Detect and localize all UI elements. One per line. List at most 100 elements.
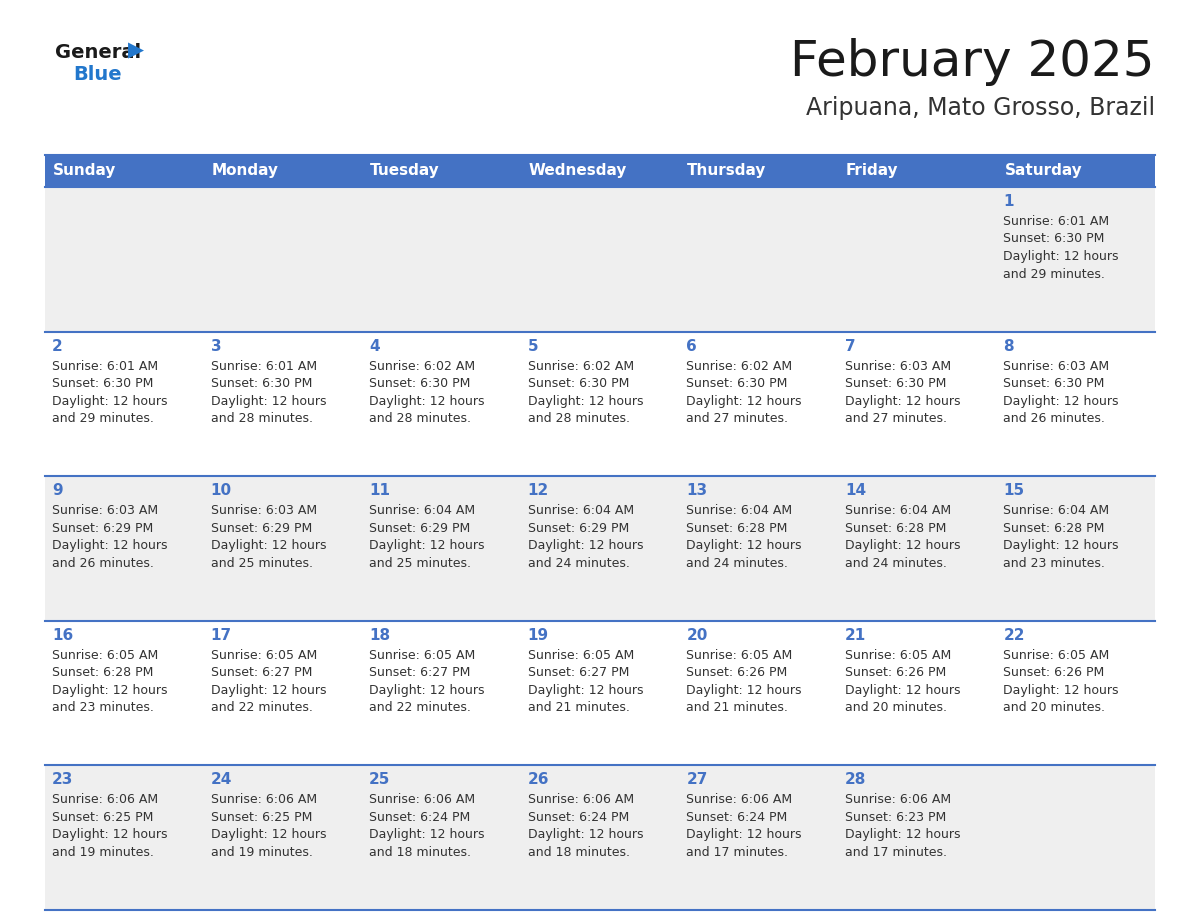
Text: and 25 minutes.: and 25 minutes. (369, 556, 472, 570)
Bar (838, 766, 997, 910)
Text: Daylight: 12 hours: Daylight: 12 hours (845, 684, 960, 697)
Text: 16: 16 (52, 628, 74, 643)
Text: Daylight: 12 hours: Daylight: 12 hours (687, 828, 802, 842)
Text: and 26 minutes.: and 26 minutes. (52, 556, 154, 570)
Bar (203, 331, 362, 476)
Text: Sunset: 6:30 PM: Sunset: 6:30 PM (369, 377, 470, 390)
Text: Sunset: 6:26 PM: Sunset: 6:26 PM (1004, 666, 1105, 679)
Bar (362, 766, 520, 910)
Text: and 25 minutes.: and 25 minutes. (210, 556, 312, 570)
Text: Daylight: 12 hours: Daylight: 12 hours (687, 684, 802, 697)
Text: Sunset: 6:28 PM: Sunset: 6:28 PM (52, 666, 153, 679)
Text: Sunrise: 6:01 AM: Sunrise: 6:01 AM (210, 360, 317, 373)
Text: 4: 4 (369, 339, 380, 353)
Bar (997, 476, 1155, 621)
Text: Sunrise: 6:05 AM: Sunrise: 6:05 AM (687, 649, 792, 662)
Text: 24: 24 (210, 772, 232, 788)
Text: Tuesday: Tuesday (371, 163, 440, 178)
Bar (362, 331, 520, 476)
Text: 27: 27 (687, 772, 708, 788)
Text: Sunrise: 6:05 AM: Sunrise: 6:05 AM (369, 649, 475, 662)
Text: Daylight: 12 hours: Daylight: 12 hours (527, 395, 643, 408)
Text: Daylight: 12 hours: Daylight: 12 hours (845, 828, 960, 842)
Text: and 22 minutes.: and 22 minutes. (210, 701, 312, 714)
Text: and 28 minutes.: and 28 minutes. (527, 412, 630, 425)
Text: Sunrise: 6:01 AM: Sunrise: 6:01 AM (52, 360, 158, 373)
Bar (362, 187, 520, 331)
Text: Sunset: 6:29 PM: Sunset: 6:29 PM (52, 521, 153, 534)
Bar (838, 155, 997, 187)
Text: Sunset: 6:23 PM: Sunset: 6:23 PM (845, 811, 946, 823)
Text: Sunrise: 6:04 AM: Sunrise: 6:04 AM (369, 504, 475, 517)
Bar (45, 155, 203, 187)
Text: Monday: Monday (211, 163, 278, 178)
Bar (203, 187, 362, 331)
Text: Daylight: 12 hours: Daylight: 12 hours (210, 539, 326, 553)
Text: Sunset: 6:30 PM: Sunset: 6:30 PM (1004, 232, 1105, 245)
Text: Daylight: 12 hours: Daylight: 12 hours (1004, 684, 1119, 697)
Bar (520, 155, 680, 187)
Text: 18: 18 (369, 628, 391, 643)
Text: 25: 25 (369, 772, 391, 788)
Text: Sunrise: 6:05 AM: Sunrise: 6:05 AM (845, 649, 952, 662)
Text: Sunrise: 6:04 AM: Sunrise: 6:04 AM (1004, 504, 1110, 517)
Bar (362, 476, 520, 621)
Bar (838, 331, 997, 476)
Bar (45, 331, 203, 476)
Text: and 29 minutes.: and 29 minutes. (52, 412, 154, 425)
Text: Sunrise: 6:06 AM: Sunrise: 6:06 AM (369, 793, 475, 806)
Bar (838, 476, 997, 621)
Text: Sunset: 6:24 PM: Sunset: 6:24 PM (527, 811, 628, 823)
Text: 26: 26 (527, 772, 549, 788)
Text: Sunset: 6:28 PM: Sunset: 6:28 PM (845, 521, 946, 534)
Text: 6: 6 (687, 339, 697, 353)
Text: and 26 minutes.: and 26 minutes. (1004, 412, 1105, 425)
Text: Sunrise: 6:05 AM: Sunrise: 6:05 AM (1004, 649, 1110, 662)
Text: and 24 minutes.: and 24 minutes. (527, 556, 630, 570)
Text: Sunrise: 6:06 AM: Sunrise: 6:06 AM (845, 793, 950, 806)
Text: Daylight: 12 hours: Daylight: 12 hours (52, 539, 168, 553)
Text: and 18 minutes.: and 18 minutes. (369, 845, 472, 859)
Text: and 19 minutes.: and 19 minutes. (52, 845, 154, 859)
Text: Blue: Blue (72, 65, 121, 84)
Bar (997, 621, 1155, 766)
Text: Sunset: 6:30 PM: Sunset: 6:30 PM (527, 377, 630, 390)
Text: Sunrise: 6:01 AM: Sunrise: 6:01 AM (1004, 215, 1110, 228)
Text: 10: 10 (210, 483, 232, 498)
Text: Daylight: 12 hours: Daylight: 12 hours (1004, 395, 1119, 408)
Bar (203, 155, 362, 187)
Bar (520, 766, 680, 910)
Text: Daylight: 12 hours: Daylight: 12 hours (52, 828, 168, 842)
Text: Sunset: 6:29 PM: Sunset: 6:29 PM (527, 521, 628, 534)
Text: Daylight: 12 hours: Daylight: 12 hours (52, 684, 168, 697)
Bar (362, 621, 520, 766)
Text: Daylight: 12 hours: Daylight: 12 hours (369, 395, 485, 408)
Text: Sunset: 6:26 PM: Sunset: 6:26 PM (687, 666, 788, 679)
Text: Sunset: 6:27 PM: Sunset: 6:27 PM (369, 666, 470, 679)
Bar (997, 155, 1155, 187)
Text: Sunrise: 6:06 AM: Sunrise: 6:06 AM (687, 793, 792, 806)
Text: Sunrise: 6:03 AM: Sunrise: 6:03 AM (52, 504, 158, 517)
Text: Sunset: 6:25 PM: Sunset: 6:25 PM (52, 811, 153, 823)
Text: 12: 12 (527, 483, 549, 498)
Text: Sunrise: 6:04 AM: Sunrise: 6:04 AM (845, 504, 950, 517)
Text: Sunrise: 6:02 AM: Sunrise: 6:02 AM (687, 360, 792, 373)
Bar (997, 187, 1155, 331)
Text: Sunset: 6:29 PM: Sunset: 6:29 PM (369, 521, 470, 534)
Text: 20: 20 (687, 628, 708, 643)
Text: Sunrise: 6:02 AM: Sunrise: 6:02 AM (369, 360, 475, 373)
Text: Sunrise: 6:05 AM: Sunrise: 6:05 AM (52, 649, 158, 662)
Text: Sunrise: 6:05 AM: Sunrise: 6:05 AM (527, 649, 634, 662)
Text: and 23 minutes.: and 23 minutes. (1004, 556, 1105, 570)
Text: 7: 7 (845, 339, 855, 353)
Text: and 29 minutes.: and 29 minutes. (1004, 267, 1105, 281)
Text: 21: 21 (845, 628, 866, 643)
Text: Sunset: 6:30 PM: Sunset: 6:30 PM (52, 377, 153, 390)
Text: General: General (55, 42, 141, 62)
Text: Sunset: 6:27 PM: Sunset: 6:27 PM (210, 666, 312, 679)
Text: Daylight: 12 hours: Daylight: 12 hours (210, 828, 326, 842)
Text: Daylight: 12 hours: Daylight: 12 hours (369, 684, 485, 697)
Text: Sunset: 6:24 PM: Sunset: 6:24 PM (369, 811, 470, 823)
Text: Sunrise: 6:02 AM: Sunrise: 6:02 AM (527, 360, 634, 373)
Text: Aripuana, Mato Grosso, Brazil: Aripuana, Mato Grosso, Brazil (805, 96, 1155, 120)
